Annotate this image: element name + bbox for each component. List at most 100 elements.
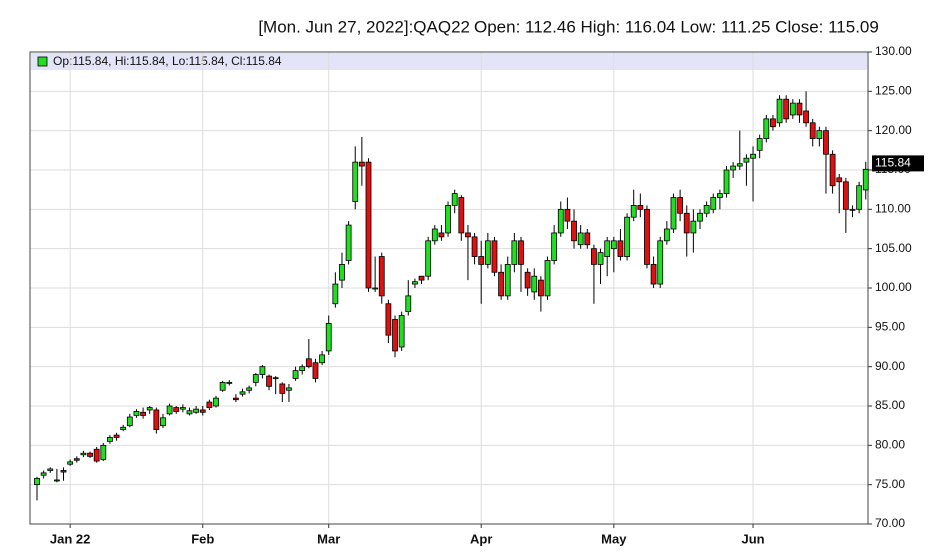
candle-body [544,260,551,297]
candle-body [219,381,226,391]
candle-body [392,319,398,352]
candle-body [325,322,332,352]
candle-body [358,161,365,167]
candle-body [153,409,160,430]
x-tick-label: Apr [470,531,492,546]
candle-body [809,122,816,139]
y-tick-label: 75.00 [875,477,905,491]
candle-body [140,411,146,416]
candle-body [418,275,425,281]
candle-body [670,197,677,230]
candle-body [292,370,299,379]
candle-body [756,138,763,151]
candle-body [862,168,869,191]
x-tick-label: Jun [741,531,764,546]
candle-body [345,224,352,261]
legend-swatch [37,56,48,67]
candle-body [650,263,657,285]
candle-body [34,477,40,486]
candle-body [299,366,306,371]
candle-body [425,240,432,277]
candle-body [663,228,670,242]
candle-body [160,417,166,427]
candle-body [524,271,531,289]
candle-body [47,468,54,471]
candle-body [591,248,597,265]
candle-body [736,163,743,167]
candle-body [126,416,133,427]
candle-body [836,177,843,183]
candle-body [571,220,577,242]
candle-body [451,193,458,206]
candle-body [465,232,471,238]
y-tick-label: 130.00 [875,44,912,58]
x-tick-label: May [601,531,627,546]
candle-body [398,315,405,348]
candle-body [703,204,710,214]
candle-body [690,220,697,234]
candle-body [113,434,120,438]
y-tick-label: 90.00 [875,359,905,373]
candle-body [378,256,385,297]
candle-body [763,118,770,139]
candle-body [471,236,478,257]
candle-body [120,426,127,430]
candle-body [484,240,491,265]
candle-body [842,181,849,210]
candle-body [491,240,498,273]
candle-body [511,240,518,265]
candle-body [856,185,863,210]
candle-body [776,98,783,124]
candle-body [537,279,544,297]
legend-text: Op:115.84, Hi:115.84, Lo:115.84, Cl:115.… [53,54,282,68]
candle-body [266,375,272,387]
candle-body [60,470,67,473]
candle-body [332,283,339,305]
candle-body [677,197,684,214]
candle-body [166,405,173,415]
candle-body [697,212,703,222]
candle-body [252,374,259,383]
y-tick-label: 105.00 [875,241,912,255]
y-tick-label: 120.00 [875,123,912,137]
candle-body [518,240,524,265]
candle-body [80,452,87,456]
candle-body [624,216,630,257]
candle-body [352,161,359,202]
candle-body [305,358,312,368]
candle-body [146,407,153,411]
candle-body [445,204,451,234]
candle-body [557,208,564,234]
plot-frame [29,51,869,525]
candle-body [803,110,809,124]
candle-body [286,387,292,391]
candle-body [796,102,803,116]
candle-body [107,437,113,442]
candle-body [577,232,584,246]
candle-body [239,391,246,395]
candle-body [385,303,392,336]
legend-band [31,53,867,70]
x-tick-label: Feb [191,531,214,546]
y-tick-label: 110.00 [875,202,911,216]
x-tick-label: Jan 22 [50,531,90,546]
candle-body [87,452,93,457]
candle-body [823,130,829,155]
candle-body [478,256,485,265]
candle-body [783,98,790,120]
chart-title: [Mon. Jun 27, 2022]:QAQ22 [258,17,470,36]
candle-body [272,377,279,380]
candle-body [743,157,750,163]
candle-body [597,252,604,265]
candle-body [312,362,319,379]
candle-body [372,287,379,290]
candle-body [186,410,193,415]
candle-body [504,263,511,297]
candle-body [259,366,266,375]
candle-body [438,232,445,238]
candle-body [193,408,200,413]
candle-body [531,275,538,293]
candle-body [630,204,637,218]
candle-body [279,383,286,394]
